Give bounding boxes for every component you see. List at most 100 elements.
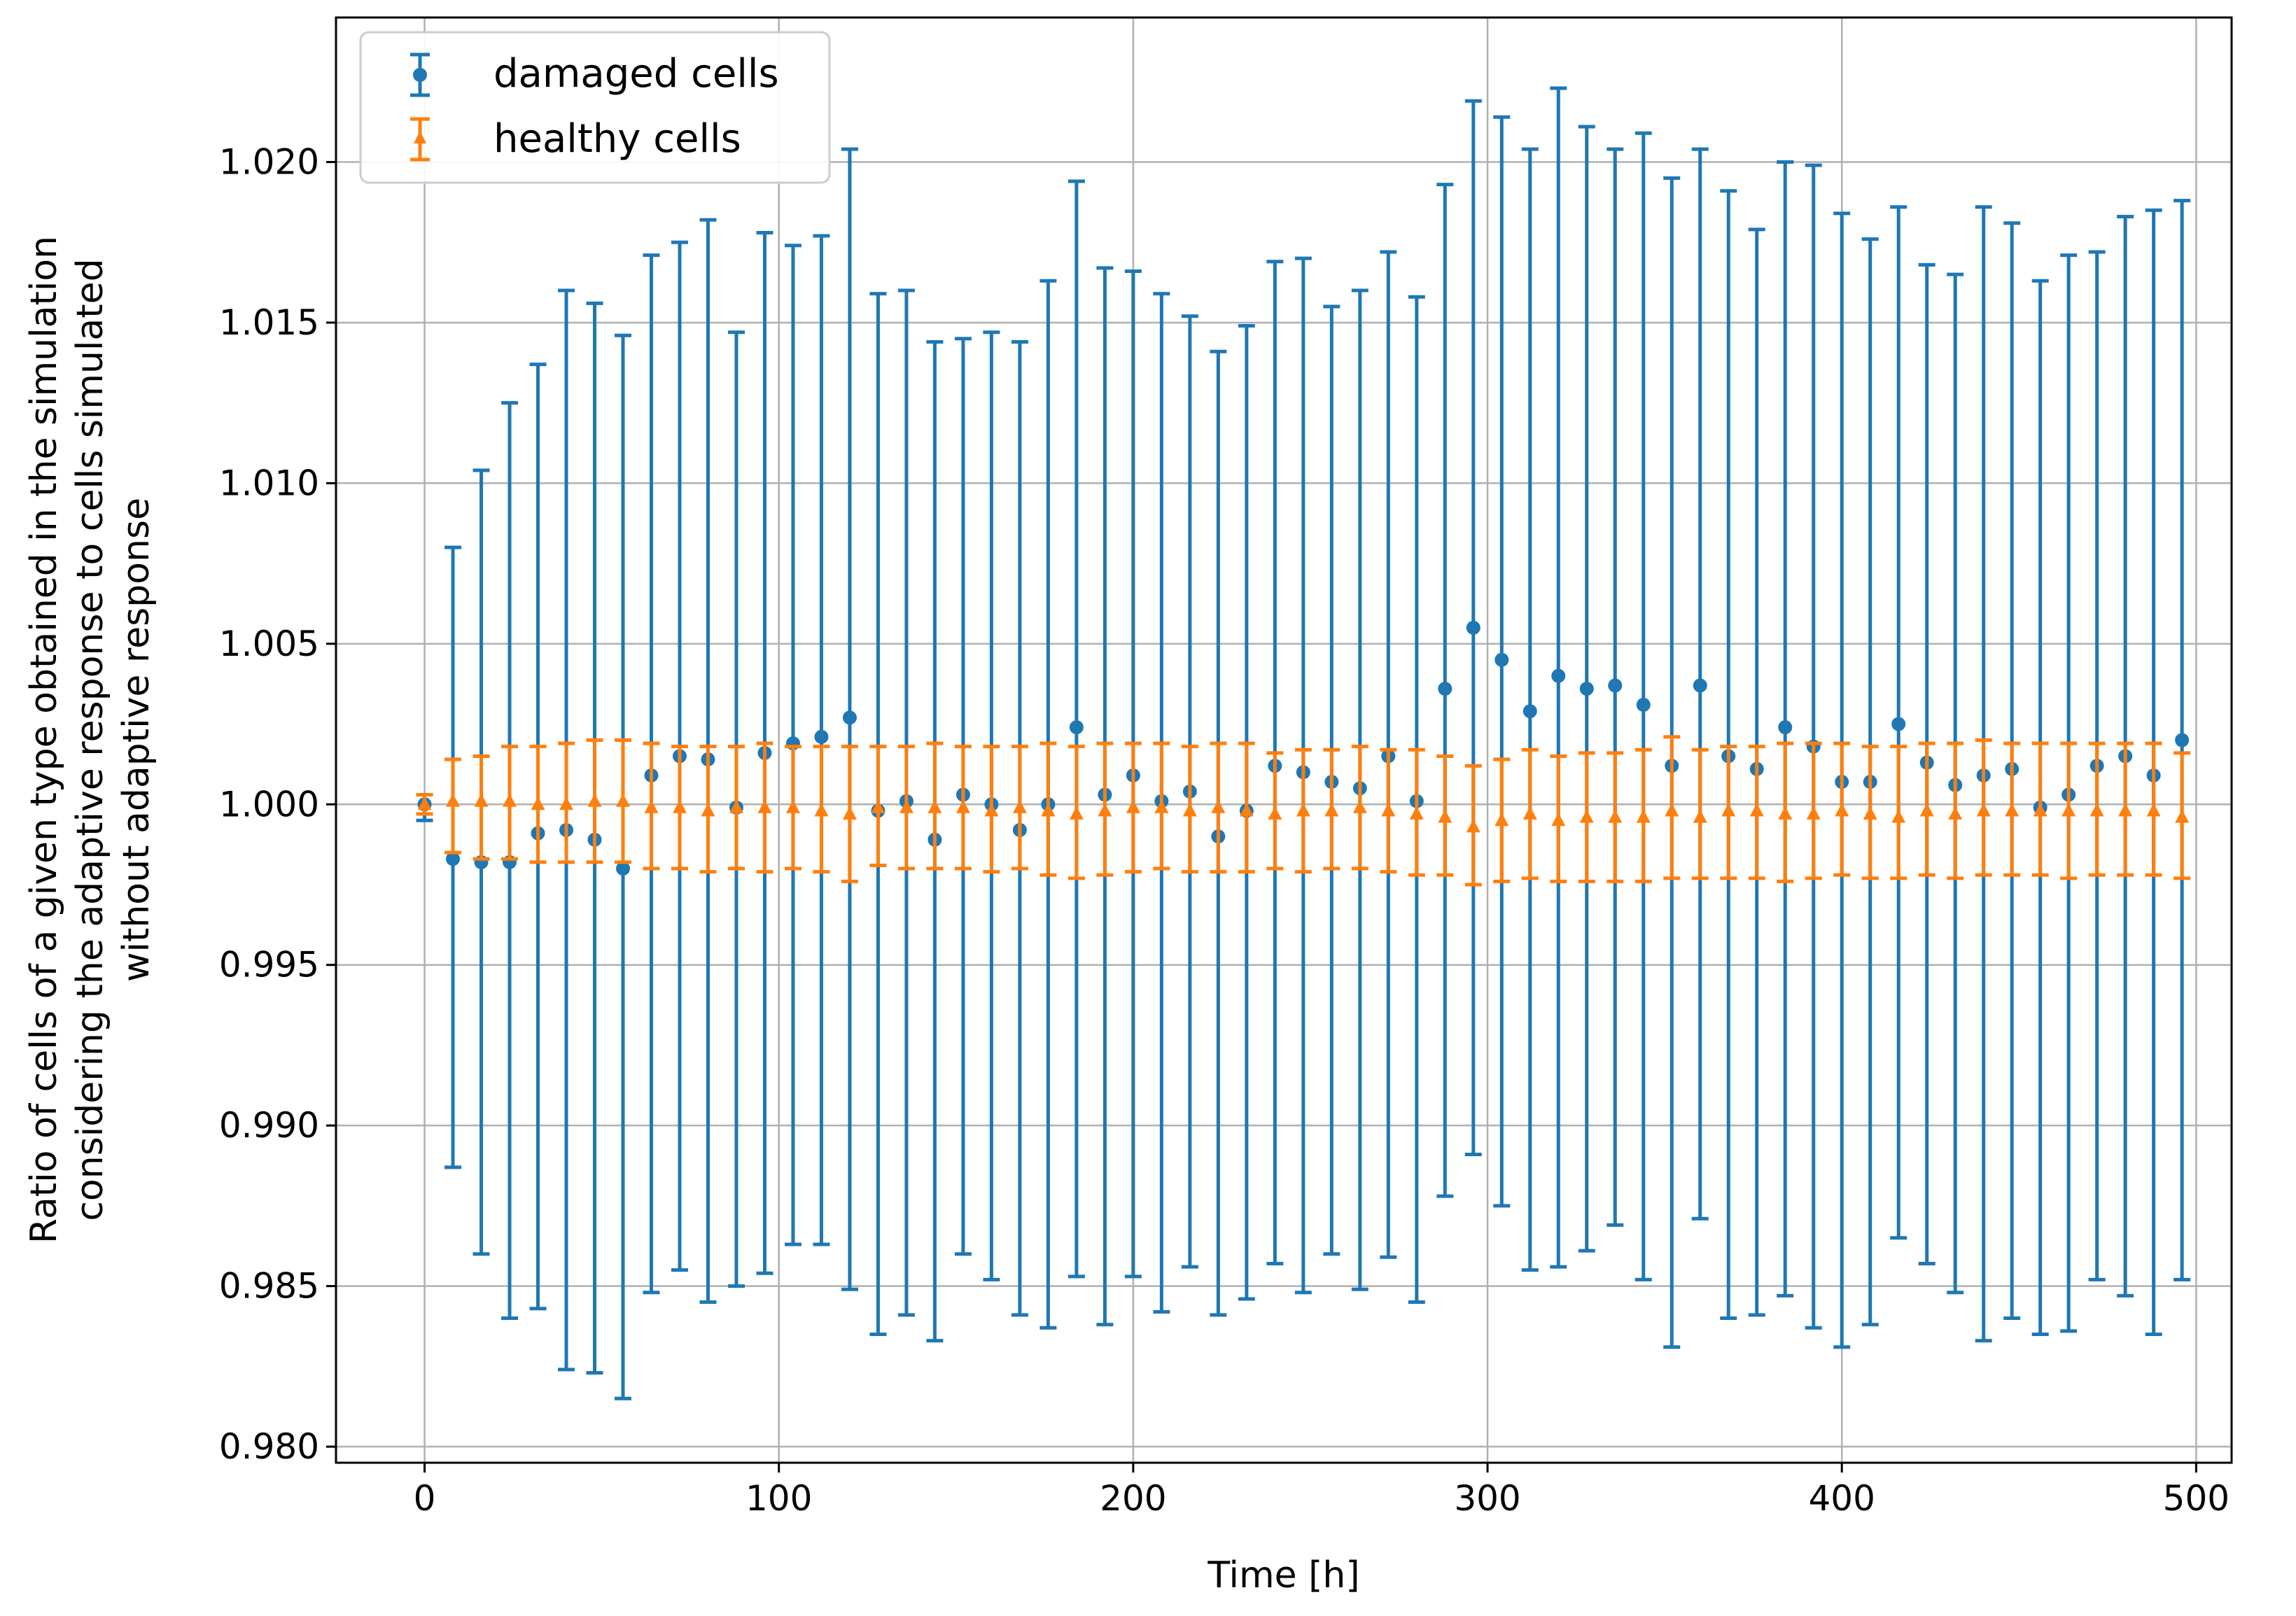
legend-label-healthy: healthy cells: [493, 116, 741, 162]
data-point: [1551, 813, 1566, 827]
axis-ticks: 0 100 200 300 400 500 0.980 0.985 0.990 0.995 1.00…: [219, 142, 2230, 1519]
data-point: [1211, 799, 1226, 813]
data-point: [474, 793, 489, 807]
data-point: [927, 799, 942, 813]
data-point: [417, 796, 432, 810]
x-tick-label: 0: [414, 1478, 436, 1519]
x-tick-label: 400: [1808, 1478, 1875, 1519]
y-axis-label-line-1: Ratio of cells of a given type obtained …: [23, 236, 65, 1244]
data-point: [1296, 803, 1310, 817]
data-point: [1381, 803, 1396, 817]
legend-healthy-marker: [410, 117, 430, 162]
data-point: [1891, 809, 1906, 823]
series-healthy-cells: [416, 735, 2191, 887]
y-tick-label: 0.980: [219, 1426, 319, 1467]
plot-area-frame: [335, 16, 2233, 1464]
data-point: [559, 796, 574, 810]
data-point: [1069, 720, 1084, 735]
x-tick-label: 300: [1454, 1478, 1520, 1519]
data-point: [785, 799, 800, 813]
data-point: [1863, 806, 1877, 820]
data-point: [1636, 698, 1651, 712]
y-axis-label-line-3: without adaptive response: [115, 498, 158, 982]
y-tick-label: 1.010: [219, 463, 319, 503]
data-point: [1778, 720, 1793, 735]
y-tick-label: 1.005: [219, 624, 319, 664]
data-point: [1891, 717, 1906, 731]
legend-damaged-marker: [410, 52, 430, 97]
data-point: [1948, 806, 1963, 820]
data-series: [416, 86, 2191, 1400]
data-point: [615, 793, 630, 807]
data-point: [1069, 806, 1084, 820]
data-point: [984, 803, 999, 817]
y-tick-label: 1.015: [219, 302, 319, 343]
data-point: [1721, 803, 1736, 817]
data-point: [1494, 652, 1509, 667]
y-tick-label: 0.985: [219, 1266, 319, 1307]
data-point: [446, 852, 461, 866]
data-point: [1409, 806, 1424, 820]
data-point: [1608, 809, 1623, 823]
data-point: [1835, 803, 1849, 817]
data-point: [1579, 809, 1594, 823]
data-point: [899, 799, 913, 813]
data-point: [1976, 803, 1991, 817]
data-point: [1494, 813, 1509, 827]
data-point: [2090, 803, 2104, 817]
x-tick-label: 100: [746, 1478, 812, 1519]
data-point: [1636, 809, 1651, 823]
data-point: [814, 803, 829, 817]
y-axis-label: Ratio of cells of a given type obtained …: [23, 236, 158, 1244]
data-point: [1693, 678, 1707, 693]
data-point: [2062, 803, 2076, 817]
data-point: [842, 710, 857, 725]
data-point: [672, 799, 687, 813]
data-point: [2005, 803, 2019, 817]
legend-label-damaged: damaged cells: [493, 51, 779, 97]
data-point: [1466, 620, 1480, 635]
data-point: [2118, 803, 2133, 817]
data-point: [1352, 799, 1367, 813]
data-point: [1466, 819, 1480, 833]
y-tick-label: 0.995: [219, 945, 319, 985]
data-point: [644, 799, 659, 813]
legend-frame: [359, 31, 831, 184]
data-point: [814, 729, 829, 744]
data-point: [615, 862, 630, 876]
data-point: [446, 793, 461, 807]
data-point: [1438, 809, 1452, 823]
data-point: [1239, 803, 1254, 817]
data-point: [871, 799, 886, 813]
data-point: [729, 799, 743, 813]
data-point: [1154, 799, 1169, 813]
data-point: [1551, 668, 1566, 683]
data-point: [503, 793, 517, 807]
data-point: [1098, 803, 1112, 817]
data-point: [1919, 803, 1934, 817]
data-point: [1012, 799, 1027, 813]
data-point: [1182, 803, 1197, 817]
data-point: [1806, 806, 1821, 820]
y-tick-label: 1.000: [219, 784, 319, 824]
data-point: [2175, 733, 2190, 747]
data-point: [1268, 806, 1282, 820]
data-point: [1522, 806, 1537, 820]
data-point: [2146, 803, 2161, 817]
data-point: [701, 803, 715, 817]
data-point: [1579, 682, 1594, 696]
data-point: [1778, 806, 1793, 820]
data-point: [1608, 678, 1623, 693]
data-point: [587, 793, 602, 807]
legend: damaged cells healthy cells: [359, 31, 831, 184]
y-tick-label: 1.020: [219, 142, 319, 183]
x-tick-label: 500: [2163, 1478, 2230, 1519]
data-point: [1324, 803, 1339, 817]
x-tick-label: 200: [1100, 1478, 1166, 1519]
data-point: [1041, 803, 1056, 817]
data-point: [531, 796, 545, 810]
data-point: [1749, 803, 1764, 817]
data-point: [2033, 803, 2047, 817]
